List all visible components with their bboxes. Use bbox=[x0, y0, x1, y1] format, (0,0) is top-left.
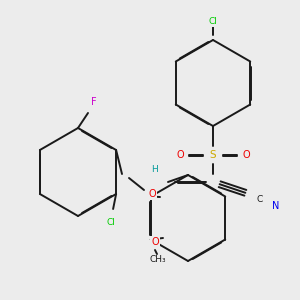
Text: S: S bbox=[210, 150, 216, 160]
Text: O: O bbox=[176, 150, 184, 160]
Text: O: O bbox=[242, 150, 250, 160]
Text: N: N bbox=[272, 201, 280, 211]
Text: F: F bbox=[91, 97, 97, 107]
Text: C: C bbox=[257, 196, 263, 205]
Text: H: H bbox=[151, 166, 158, 175]
Text: CH₃: CH₃ bbox=[150, 256, 166, 265]
Text: O: O bbox=[151, 237, 159, 247]
Text: Cl: Cl bbox=[208, 17, 217, 26]
Text: Cl: Cl bbox=[107, 218, 116, 226]
Text: O: O bbox=[148, 189, 156, 199]
